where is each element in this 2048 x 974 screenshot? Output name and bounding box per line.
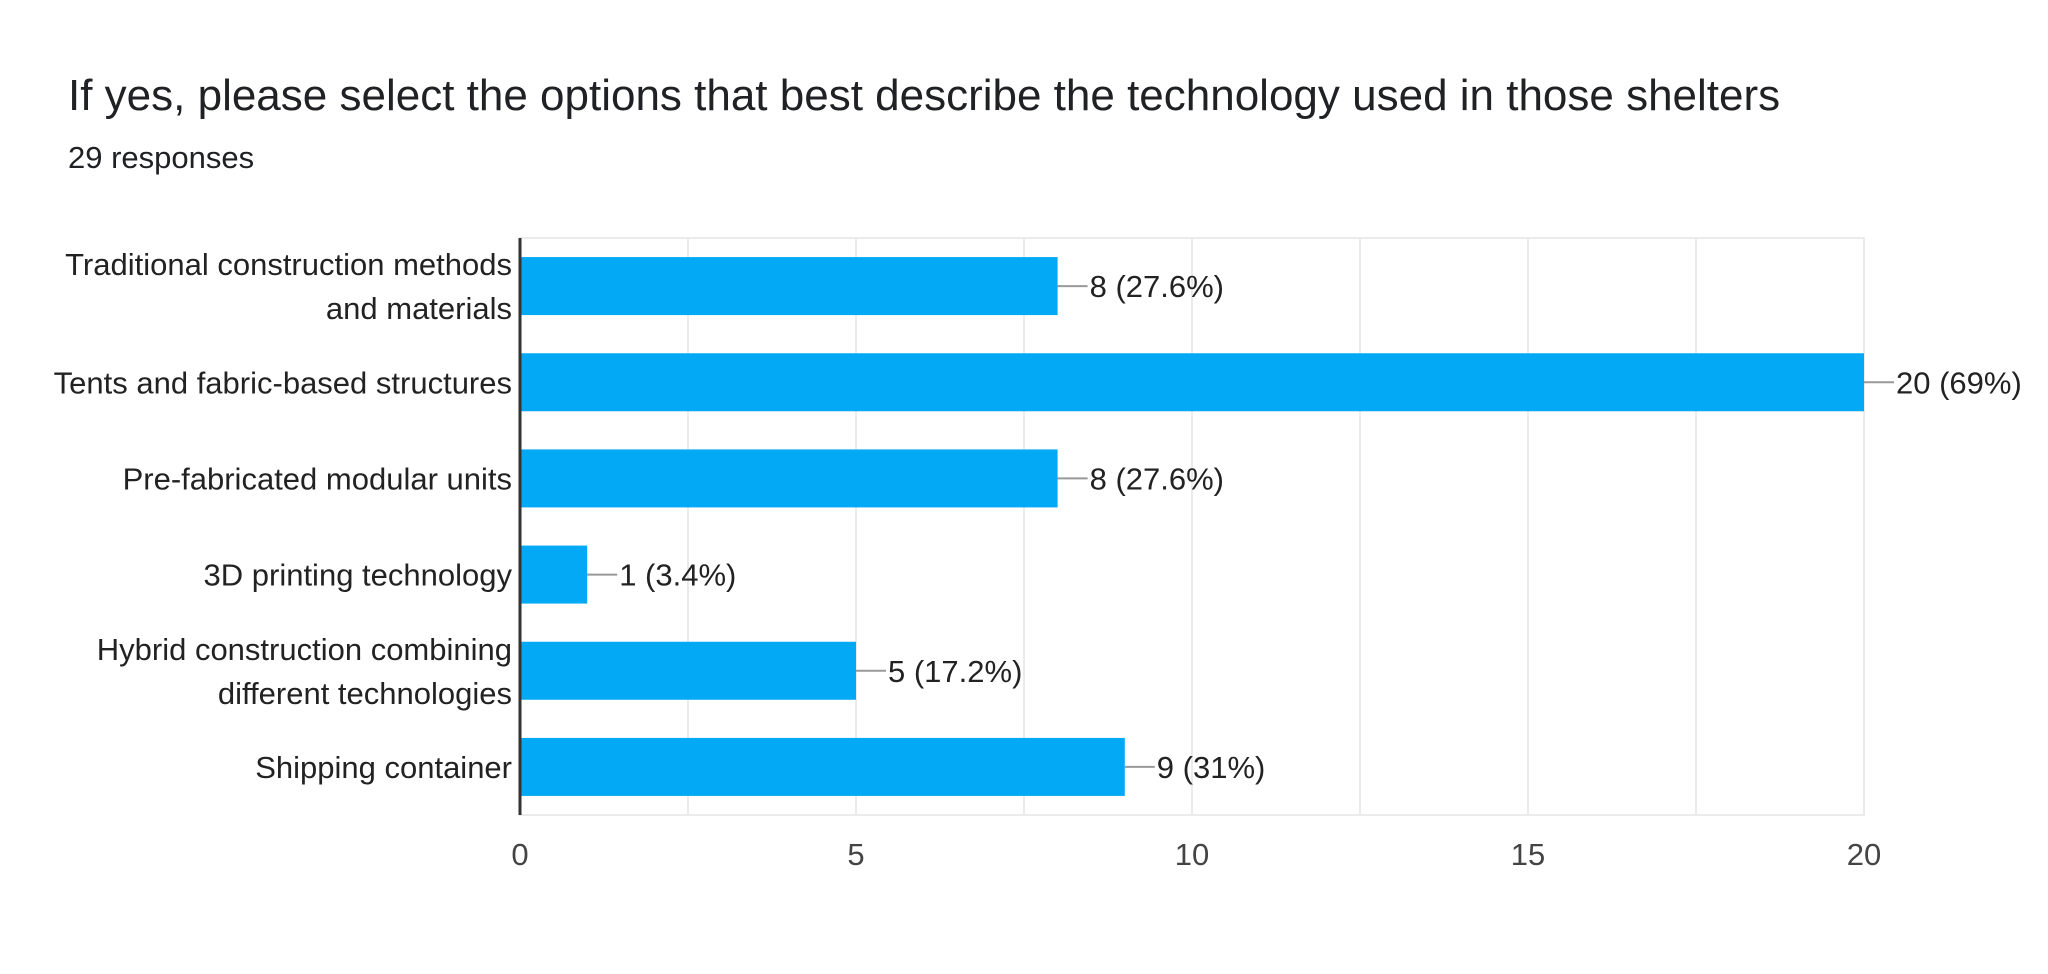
category-label: Traditional construction methods and mate… bbox=[65, 247, 512, 326]
value-label: 8 (27.6%) bbox=[1090, 269, 1224, 304]
category-label-line: Traditional construction methods bbox=[65, 247, 512, 282]
x-tick-label: 5 bbox=[847, 837, 864, 872]
category-label-line: and materials bbox=[326, 291, 512, 326]
value-label: 9 (31%) bbox=[1157, 750, 1266, 785]
category-label-line: 3D printing technology bbox=[204, 558, 513, 593]
bar bbox=[520, 449, 1058, 508]
response-count: 29 responses bbox=[68, 140, 255, 175]
bar bbox=[520, 353, 1864, 412]
value-label: 8 (27.6%) bbox=[1090, 461, 1224, 496]
category-label-line: different technologies bbox=[218, 676, 512, 711]
x-tick-label: 20 bbox=[1847, 837, 1881, 872]
category-label: 3D printing technology bbox=[204, 558, 513, 593]
bar bbox=[520, 257, 1058, 316]
value-label: 1 (3.4%) bbox=[619, 558, 736, 593]
x-tick-label: 15 bbox=[1511, 837, 1545, 872]
x-tick-label: 10 bbox=[1175, 837, 1209, 872]
category-label-line: Tents and fabric-based structures bbox=[54, 365, 512, 400]
category-label-line: Shipping container bbox=[255, 750, 512, 785]
category-label-line: Pre-fabricated modular units bbox=[123, 461, 512, 496]
category-label: Pre-fabricated modular units bbox=[123, 461, 512, 496]
category-label: Shipping container bbox=[255, 750, 512, 785]
category-label: Tents and fabric-based structures bbox=[54, 365, 512, 400]
category-label: Hybrid construction combining different t… bbox=[97, 632, 512, 711]
bar bbox=[520, 641, 856, 700]
value-label: 5 (17.2%) bbox=[888, 654, 1022, 689]
chart-title: If yes, please select the options that b… bbox=[68, 71, 1781, 120]
bar bbox=[520, 545, 588, 604]
x-tick-label: 0 bbox=[511, 837, 528, 872]
value-label: 20 (69%) bbox=[1896, 365, 2022, 400]
category-label-line: Hybrid construction combining bbox=[97, 632, 512, 667]
bar bbox=[520, 737, 1125, 796]
